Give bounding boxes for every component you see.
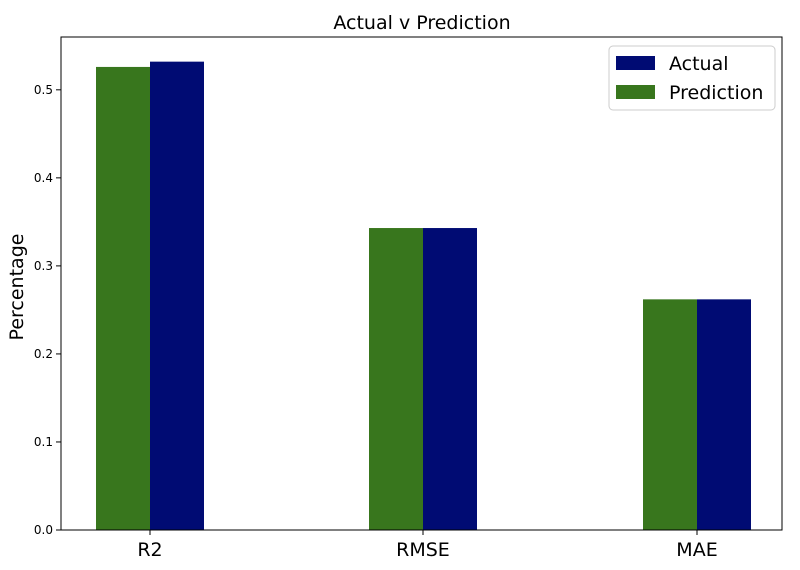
legend-swatch-prediction — [616, 85, 655, 99]
bars-group — [96, 61, 751, 531]
bar-prediction-rmse — [369, 228, 423, 530]
legend-label-actual: Actual — [669, 53, 729, 75]
y-axis-label: Percentage — [6, 234, 28, 341]
y-axis: 0.0 0.1 0.2 0.3 0.4 0.5 — [34, 83, 61, 537]
y-tick-label: 0.3 — [34, 259, 53, 273]
y-tick-label: 0.4 — [34, 171, 53, 185]
plot-frame — [60, 36, 783, 531]
x-tick-label-mae: MAE — [676, 539, 717, 561]
bar-actual-r2 — [150, 61, 204, 531]
x-axis: R2 RMSE MAE — [137, 530, 718, 561]
bar-actual-rmse — [423, 228, 477, 530]
x-tick-label-r2: R2 — [137, 539, 162, 561]
legend-swatch-actual — [616, 56, 655, 70]
y-tick-label: 0.1 — [34, 435, 53, 449]
x-tick-label-rmse: RMSE — [396, 539, 450, 561]
chart-title: Actual v Prediction — [333, 12, 510, 34]
y-tick-label: 0.5 — [34, 83, 53, 97]
bar-actual-mae — [697, 299, 751, 530]
bar-prediction-r2 — [96, 66, 150, 531]
y-tick-label: 0.2 — [34, 347, 53, 361]
legend: Actual Prediction — [608, 45, 776, 111]
y-tick-label: 0.0 — [34, 523, 53, 537]
bar-prediction-mae — [643, 299, 697, 530]
legend-label-prediction: Prediction — [669, 82, 763, 104]
